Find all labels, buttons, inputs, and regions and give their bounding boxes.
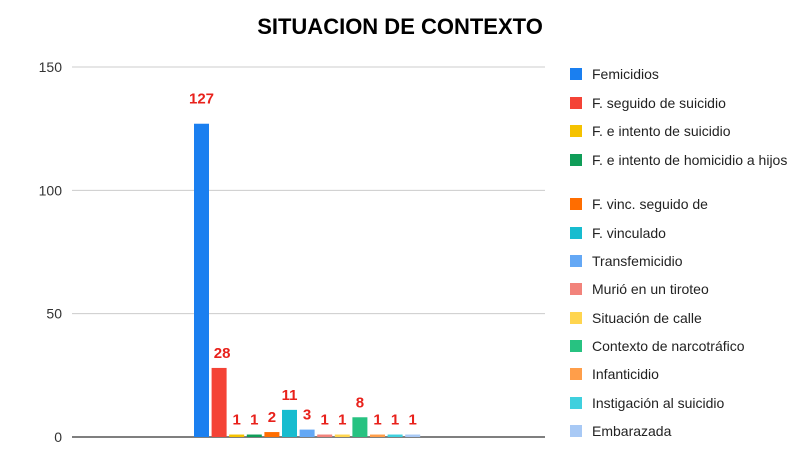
legend-marker bbox=[570, 397, 582, 409]
bar bbox=[282, 409, 297, 437]
data-label: 1 bbox=[321, 412, 329, 429]
bar bbox=[334, 434, 350, 437]
data-label: 1 bbox=[233, 412, 241, 429]
bar bbox=[405, 434, 421, 437]
bar bbox=[370, 434, 385, 437]
legend-item: F. e intento de homicidio a hijos bbox=[570, 152, 787, 168]
legend-label: F. seguido de suicidio bbox=[592, 95, 726, 111]
bar bbox=[317, 434, 333, 437]
data-label: 3 bbox=[303, 407, 311, 424]
data-label: 8 bbox=[356, 394, 364, 411]
data-label: 2 bbox=[268, 409, 276, 426]
legend-item: F. e intento de suicidio bbox=[570, 123, 731, 139]
legend-item: Embarazada bbox=[570, 423, 672, 439]
data-label: 127 bbox=[189, 91, 214, 108]
legend-label: Murió en un tiroteo bbox=[592, 281, 709, 297]
data-label: 1 bbox=[338, 412, 346, 429]
data-label: 1 bbox=[391, 412, 399, 429]
legend-label: Embarazada bbox=[592, 423, 672, 439]
legend-item: Contexto de narcotráfico bbox=[570, 338, 745, 354]
legend-item: Murió en un tiroteo bbox=[570, 281, 709, 297]
y-tick-label: 50 bbox=[46, 306, 62, 322]
legend-marker bbox=[570, 340, 582, 352]
y-tick-label: 150 bbox=[39, 59, 63, 75]
data-label: 11 bbox=[282, 387, 298, 404]
legend-label: Transfemicidio bbox=[592, 253, 683, 269]
chart-title: SITUACION DE CONTEXTO bbox=[257, 14, 543, 39]
legend-label: Infanticidio bbox=[592, 366, 659, 382]
bar bbox=[194, 123, 209, 437]
bar bbox=[387, 434, 403, 437]
legend-marker bbox=[570, 68, 582, 80]
legend-marker bbox=[570, 125, 582, 137]
legend-label: Femicidios bbox=[592, 66, 659, 82]
y-tick-label: 0 bbox=[54, 429, 62, 445]
legend-item: F. seguido de suicidio bbox=[570, 95, 726, 111]
data-label: 1 bbox=[373, 412, 381, 429]
legend-label: F. vinc. seguido de bbox=[592, 196, 708, 212]
legend-marker bbox=[570, 198, 582, 210]
data-label: 1 bbox=[250, 412, 258, 429]
legend-item: Instigación al suicidio bbox=[570, 395, 725, 411]
data-label: 1 bbox=[409, 412, 417, 429]
legend-item: Femicidios bbox=[570, 66, 659, 82]
legend-marker bbox=[570, 368, 582, 380]
legend-label: F. e intento de suicidio bbox=[592, 123, 731, 139]
legend-label: F. vinculado bbox=[592, 225, 666, 241]
legend-item: Transfemicidio bbox=[570, 253, 683, 269]
bar bbox=[299, 429, 315, 437]
legend-marker bbox=[570, 154, 582, 166]
data-label: 28 bbox=[214, 345, 231, 362]
bar bbox=[229, 434, 245, 437]
bar bbox=[246, 434, 262, 437]
legend-item: Infanticidio bbox=[570, 366, 659, 382]
legend-label: Contexto de narcotráfico bbox=[592, 338, 745, 354]
bar bbox=[211, 367, 227, 437]
legend-item: Situación de calle bbox=[570, 310, 702, 326]
legend-item: F. vinculado bbox=[570, 225, 666, 241]
legend-marker bbox=[570, 255, 582, 267]
legend-marker bbox=[570, 312, 582, 324]
bar bbox=[352, 417, 368, 437]
legend-item: F. vinc. seguido de bbox=[570, 196, 708, 212]
legend-marker bbox=[570, 97, 582, 109]
legend-label: Instigación al suicidio bbox=[592, 395, 725, 411]
y-tick-label: 100 bbox=[39, 182, 63, 198]
bar bbox=[264, 432, 280, 437]
legend-marker bbox=[570, 283, 582, 295]
legend-marker bbox=[570, 227, 582, 239]
legend-marker bbox=[570, 425, 582, 437]
legend-label: Situación de calle bbox=[592, 310, 702, 326]
legend-label: F. e intento de homicidio a hijos bbox=[592, 152, 787, 168]
